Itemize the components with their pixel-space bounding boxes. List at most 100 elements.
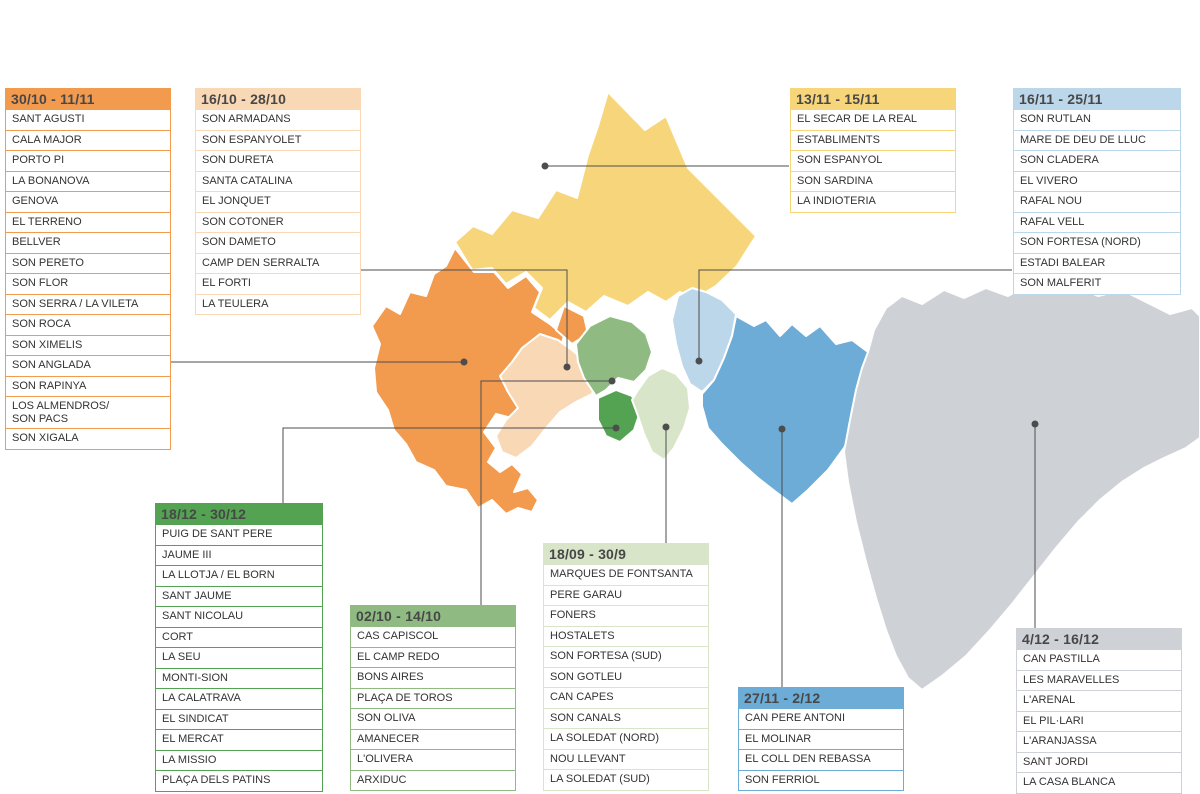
- group-box-north-center-mediumgreen: 02/10 - 14/10 CAS CAPISCOL EL CAMP REDO BON…: [350, 605, 516, 791]
- list-item: LA CALATRAVA: [156, 688, 322, 709]
- group-date-header: 16/10 - 28/10: [196, 89, 360, 109]
- group-date-header: 16/11 - 25/11: [1014, 89, 1180, 109]
- list-item: MONTI-SION: [156, 667, 322, 688]
- list-item: EL SINDICAT: [156, 708, 322, 729]
- list-item: NOU LLEVANT: [544, 748, 708, 769]
- list-item: LA MISSIO: [156, 749, 322, 770]
- list-item: SON RAPINYA: [6, 375, 170, 396]
- group-date-header: 30/10 - 11/11: [6, 89, 170, 109]
- list-item: BELLVER: [6, 232, 170, 253]
- list-item: SANT NICOLAU: [156, 606, 322, 627]
- group-box-southeast-gray: 4/12 - 16/12 CAN PASTILLA LES MARAVELLES L'…: [1016, 628, 1182, 794]
- list-item: LA TEULERA: [196, 293, 360, 314]
- leader-dot-northeast-lightblue: [695, 357, 703, 365]
- list-item: SON FERRIOL: [739, 769, 903, 790]
- leader-line-center-west-peach: [361, 269, 568, 367]
- group-box-west-orange: 30/10 - 11/11 SANT AGUSTI CALA MAJOR PORTO …: [5, 88, 171, 450]
- leader-dot-north-yellow: [541, 162, 549, 170]
- list-item: PLAÇA DELS PATINS: [156, 770, 322, 791]
- map-region-southeast-gray: [843, 283, 1200, 691]
- list-item: PLAÇA DE TOROS: [351, 687, 515, 708]
- list-item: EL MERCAT: [156, 729, 322, 750]
- list-item: EL COLL DEN REBASSA: [739, 749, 903, 770]
- list-item: LOS ALMENDROS/ SON PACS: [6, 396, 170, 428]
- list-item: SON DAMETO: [196, 232, 360, 253]
- group-box-east-center-palegreen: 18/09 - 30/9 MARQUES DE FONTSANTA PERE GAR…: [543, 543, 709, 791]
- list-item: PUIG DE SANT PERE: [156, 524, 322, 545]
- list-item: PORTO PI: [6, 150, 170, 171]
- leader-dot-west-orange: [460, 358, 468, 366]
- list-item: SON MALFERIT: [1014, 273, 1180, 294]
- leader-line-northeast-lightblue: [698, 269, 1012, 361]
- group-box-center-green: 18/12 - 30/12 PUIG DE SANT PERE JAUME III L…: [155, 503, 323, 792]
- leader-dot-east-center-palegreen: [662, 423, 670, 431]
- group-date-header: 18/12 - 30/12: [156, 504, 322, 524]
- list-item: SON CANALS: [544, 707, 708, 728]
- list-item: EL JONQUET: [196, 191, 360, 212]
- list-item: EL SECAR DE LA REAL: [791, 109, 955, 130]
- list-item: CAS CAPISCOL: [351, 626, 515, 647]
- list-item: L'ARENAL: [1017, 690, 1181, 711]
- list-item: SON OLIVA: [351, 708, 515, 729]
- map-regions: [371, 91, 1200, 691]
- group-box-northeast-lightblue: 16/11 - 25/11 SON RUTLAN MARE DE DEU DE LL…: [1013, 88, 1181, 295]
- list-item: FONERS: [544, 605, 708, 626]
- list-item: GENOVA: [6, 191, 170, 212]
- list-item: CORT: [156, 626, 322, 647]
- group-date-header: 27/11 - 2/12: [739, 688, 903, 708]
- list-item: LA CASA BLANCA: [1017, 772, 1181, 793]
- list-item: EL FORTI: [196, 273, 360, 294]
- leader-dots: [460, 162, 1039, 433]
- list-item: LA SOLEDAT (NORD): [544, 728, 708, 749]
- list-item: CAN PASTILLA: [1017, 649, 1181, 670]
- list-item: LA SOLEDAT (SUD): [544, 769, 708, 790]
- map-region-north-center-mediumgreen: [575, 315, 653, 397]
- leader-lines: [171, 165, 1036, 687]
- list-item: EL MOLINAR: [739, 728, 903, 749]
- list-item: LA BONANOVA: [6, 170, 170, 191]
- list-item: MARE DE DEU DE LLUC: [1014, 129, 1180, 150]
- map-region-east-center-palegreen: [631, 367, 691, 461]
- group-box-east-blue: 27/11 - 2/12 CAN PERE ANTONI EL MOLINAR EL …: [738, 687, 904, 791]
- map-region-center-green: [597, 389, 641, 443]
- list-item: JAUME III: [156, 544, 322, 565]
- leader-line-north-center-mediumgreen: [480, 380, 612, 605]
- list-item: ESTABLIMENTS: [791, 129, 955, 150]
- list-item: SON FORTESA (SUD): [544, 646, 708, 667]
- list-item: LES MARAVELLES: [1017, 669, 1181, 690]
- list-item: CAN CAPES: [544, 687, 708, 708]
- list-item: HOSTALETS: [544, 625, 708, 646]
- list-item: ARXIDUC: [351, 769, 515, 790]
- list-item: RAFAL NOU: [1014, 191, 1180, 212]
- list-item: SON CLADERA: [1014, 150, 1180, 171]
- list-item: LA LLOTJA / EL BORN: [156, 565, 322, 586]
- leader-dot-southeast-gray: [1031, 420, 1039, 428]
- leader-dot-center-green: [612, 424, 620, 432]
- list-item: PERE GARAU: [544, 584, 708, 605]
- list-item: SANTA CATALINA: [196, 170, 360, 191]
- leader-line-center-green: [282, 427, 616, 503]
- group-box-north-yellow: 13/11 - 15/11 EL SECAR DE LA REAL ESTABLIM…: [790, 88, 956, 213]
- group-date-header: 18/09 - 30/9: [544, 544, 708, 564]
- list-item: SON DURETA: [196, 150, 360, 171]
- list-item: SON ANGLADA: [6, 355, 170, 376]
- list-item: EL VIVERO: [1014, 170, 1180, 191]
- list-item: SON XIGALA: [6, 428, 170, 449]
- list-item: SON ESPANYOL: [791, 150, 955, 171]
- leader-dot-east-blue: [778, 425, 786, 433]
- list-item: CAN PERE ANTONI: [739, 708, 903, 729]
- list-item: EL CAMP REDO: [351, 646, 515, 667]
- list-item: SON PERETO: [6, 252, 170, 273]
- list-item: LA SEU: [156, 647, 322, 668]
- list-item: CALA MAJOR: [6, 129, 170, 150]
- list-item: SANT JAUME: [156, 585, 322, 606]
- list-item: SON RUTLAN: [1014, 109, 1180, 130]
- list-item: SON SARDINA: [791, 170, 955, 191]
- list-item: EL TERRENO: [6, 211, 170, 232]
- list-item: SON GOTLEU: [544, 666, 708, 687]
- list-item: AMANECER: [351, 728, 515, 749]
- list-item: CAMP DEN SERRALTA: [196, 252, 360, 273]
- list-item: MARQUES DE FONTSANTA: [544, 564, 708, 585]
